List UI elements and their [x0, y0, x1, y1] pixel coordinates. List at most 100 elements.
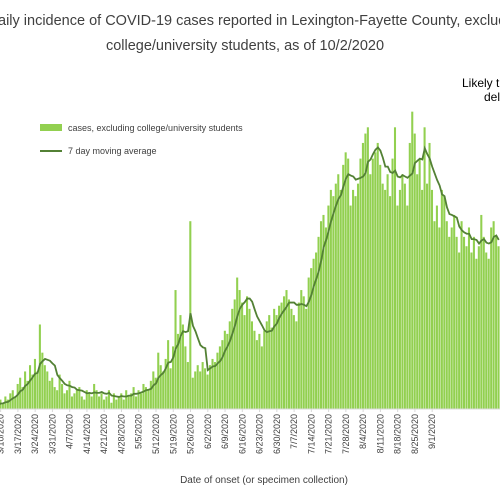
bar: [184, 346, 187, 409]
bar: [61, 383, 64, 409]
bar: [33, 358, 36, 409]
bar: [440, 189, 443, 409]
bar: [369, 174, 372, 409]
bar: [366, 127, 369, 410]
bar: [470, 252, 473, 409]
bar: [231, 308, 234, 409]
bar: [21, 387, 24, 409]
bar: [194, 371, 197, 409]
bar: [430, 189, 434, 409]
bar: [416, 174, 419, 409]
bar: [337, 174, 340, 409]
bar: [176, 333, 180, 409]
bar: [475, 258, 478, 409]
bar: [344, 152, 347, 409]
x-tick-label: 6/30/2020: [272, 414, 282, 454]
bar: [221, 340, 224, 409]
bar: [396, 205, 399, 409]
bar: [418, 158, 421, 409]
bar: [356, 183, 360, 409]
bar: [374, 152, 377, 409]
bar: [287, 299, 290, 409]
bar: [268, 315, 271, 409]
bar: [172, 346, 175, 409]
x-tick-label: 8/11/2020: [375, 414, 385, 453]
bar: [334, 183, 337, 409]
bar: [458, 252, 461, 409]
x-axis-title: Date of onset (or specimen collection): [180, 475, 348, 486]
bar: [450, 227, 453, 409]
bar: [255, 340, 258, 409]
x-tick-label: 7/14/2020: [306, 414, 316, 454]
bar: [403, 183, 406, 409]
bar: [398, 189, 401, 409]
bar: [324, 227, 327, 409]
bar: [265, 321, 268, 409]
x-tick-label: 8/18/2020: [393, 414, 403, 454]
x-tick-label: 6/23/2020: [255, 414, 265, 454]
bar: [209, 365, 212, 409]
bar: [260, 346, 263, 409]
bar: [317, 236, 320, 409]
bar: [297, 302, 300, 409]
bar: [339, 189, 342, 409]
bar: [487, 258, 490, 409]
x-tick-label: 7/21/2020: [324, 414, 334, 454]
bar: [164, 358, 167, 409]
bar: [147, 390, 150, 409]
legend-bar-swatch: [40, 124, 62, 131]
bar: [157, 352, 160, 409]
bar: [120, 393, 123, 409]
bar: [135, 396, 138, 409]
x-tick-label: 7/7/2020: [289, 414, 299, 449]
bar: [258, 333, 261, 409]
bar: [179, 315, 182, 409]
bar: [497, 246, 500, 409]
bar: [233, 299, 236, 409]
bar: [376, 142, 379, 409]
bar: [302, 296, 305, 409]
bar: [238, 290, 241, 409]
bar: [88, 393, 91, 409]
bar: [152, 371, 155, 409]
bar: [36, 371, 39, 409]
bar: [46, 371, 49, 409]
bar: [342, 164, 345, 409]
bar: [51, 377, 54, 409]
bar: [41, 352, 44, 409]
x-tick-label: 3/17/2020: [13, 414, 23, 454]
bar: [137, 390, 140, 409]
bar: [53, 387, 56, 409]
bar: [110, 402, 113, 409]
bar: [401, 174, 404, 409]
bar: [125, 390, 128, 409]
bar: [428, 142, 431, 409]
bar: [191, 377, 194, 409]
bar: [139, 393, 143, 409]
bar: [14, 396, 17, 409]
bar: [70, 396, 73, 409]
bar: [482, 236, 485, 409]
bar: [319, 221, 323, 409]
bar: [426, 183, 429, 409]
bar: [453, 214, 456, 409]
x-tick-label: 7/28/2020: [341, 414, 351, 454]
bar: [391, 158, 394, 409]
bar: [6, 399, 9, 409]
bar: [332, 196, 335, 409]
bar: [98, 396, 101, 409]
bar: [352, 189, 355, 409]
bar: [263, 330, 266, 409]
bar: [213, 362, 217, 409]
x-tick-label: 4/21/2020: [99, 414, 109, 454]
bar: [11, 390, 14, 409]
chart-title-line-2: college/university students, as of 10/2/…: [106, 38, 384, 54]
bar: [465, 246, 468, 409]
bar: [322, 214, 325, 409]
bar: [1, 402, 4, 409]
x-tick-label: 3/24/2020: [30, 414, 40, 454]
bar: [211, 358, 214, 409]
bar: [310, 268, 313, 409]
bar: [349, 205, 352, 409]
bar: [154, 377, 157, 409]
